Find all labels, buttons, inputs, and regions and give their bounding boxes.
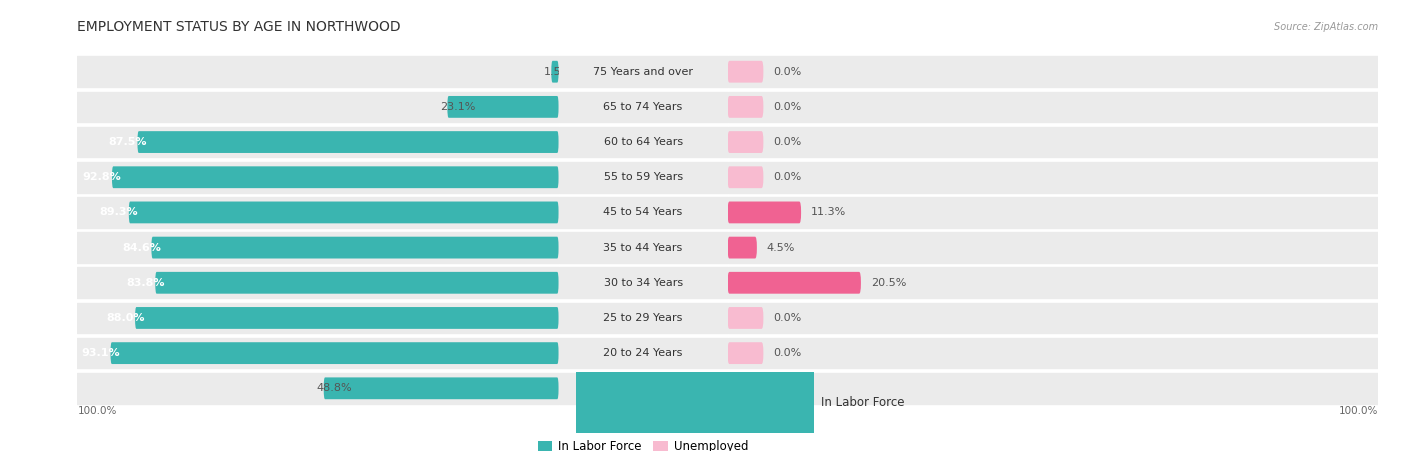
Text: 93.1%: 93.1%	[82, 348, 120, 358]
Bar	[77, 127, 558, 157]
Bar	[728, 267, 1378, 298]
Bar	[728, 197, 1378, 228]
Text: 35 to 44 Years: 35 to 44 Years	[603, 243, 683, 253]
FancyBboxPatch shape	[323, 377, 558, 399]
Bar	[728, 303, 1378, 333]
Text: 45 to 54 Years: 45 to 54 Years	[603, 207, 683, 217]
Bar	[728, 338, 1378, 368]
FancyBboxPatch shape	[728, 131, 763, 153]
Bar	[728, 56, 1378, 87]
Text: 16 to 19 Years: 16 to 19 Years	[603, 383, 683, 393]
Bar	[558, 127, 728, 157]
FancyBboxPatch shape	[138, 131, 558, 153]
FancyBboxPatch shape	[728, 166, 763, 188]
Bar	[728, 162, 1378, 193]
Bar	[77, 197, 558, 228]
FancyBboxPatch shape	[728, 342, 763, 364]
Bar	[728, 373, 1378, 404]
Bar	[77, 232, 558, 263]
Bar	[77, 56, 558, 87]
Bar	[558, 197, 728, 228]
Bar	[728, 232, 1378, 263]
FancyBboxPatch shape	[551, 61, 558, 83]
Text: 89.3%: 89.3%	[100, 207, 138, 217]
Bar	[558, 92, 728, 122]
Text: 4.5%: 4.5%	[766, 243, 794, 253]
Bar	[77, 92, 558, 122]
Text: 87.5%: 87.5%	[108, 137, 148, 147]
FancyBboxPatch shape	[447, 96, 558, 118]
Bar	[558, 303, 728, 333]
Text: 30 to 34 Years: 30 to 34 Years	[603, 278, 683, 288]
FancyBboxPatch shape	[728, 237, 756, 258]
Text: 83.8%: 83.8%	[127, 278, 165, 288]
Bar	[77, 373, 558, 404]
Bar	[77, 267, 558, 298]
FancyBboxPatch shape	[152, 237, 558, 258]
Bar	[77, 303, 558, 333]
Text: 0.0%: 0.0%	[773, 102, 801, 112]
Text: 25 to 29 Years: 25 to 29 Years	[603, 313, 683, 323]
FancyBboxPatch shape	[728, 272, 860, 294]
FancyBboxPatch shape	[728, 202, 801, 223]
Text: 65 to 74 Years: 65 to 74 Years	[603, 102, 683, 112]
Bar	[728, 92, 1378, 122]
Text: 60 to 64 Years: 60 to 64 Years	[603, 137, 683, 147]
Bar	[728, 127, 1378, 157]
Text: 20.5%: 20.5%	[870, 278, 905, 288]
Text: 48.8%: 48.8%	[316, 383, 352, 393]
Text: 20 to 24 Years: 20 to 24 Years	[603, 348, 683, 358]
Text: 23.1%: 23.1%	[440, 102, 475, 112]
Legend: In Labor Force, Unemployed: In Labor Force, Unemployed	[538, 440, 748, 451]
Bar	[558, 56, 728, 87]
Text: 0.0%: 0.0%	[773, 313, 801, 323]
Text: In Labor Force: In Labor Force	[821, 396, 904, 409]
Text: 100.0%: 100.0%	[1339, 406, 1378, 416]
Bar	[558, 162, 728, 193]
Text: 55 to 59 Years: 55 to 59 Years	[603, 172, 683, 182]
FancyBboxPatch shape	[112, 166, 558, 188]
Text: 100.0%: 100.0%	[77, 406, 117, 416]
FancyBboxPatch shape	[728, 377, 775, 399]
FancyBboxPatch shape	[135, 307, 558, 329]
FancyBboxPatch shape	[728, 307, 763, 329]
Bar	[77, 338, 558, 368]
Bar	[558, 338, 728, 368]
FancyBboxPatch shape	[111, 342, 558, 364]
Text: 0.0%: 0.0%	[773, 137, 801, 147]
Text: 75 Years and over: 75 Years and over	[593, 67, 693, 77]
Bar	[558, 267, 728, 298]
Text: 92.8%: 92.8%	[83, 172, 121, 182]
Text: 11.3%: 11.3%	[811, 207, 846, 217]
FancyBboxPatch shape	[155, 272, 558, 294]
Text: 0.0%: 0.0%	[773, 67, 801, 77]
Bar	[558, 373, 728, 404]
Text: EMPLOYMENT STATUS BY AGE IN NORTHWOOD: EMPLOYMENT STATUS BY AGE IN NORTHWOOD	[77, 20, 401, 34]
FancyBboxPatch shape	[728, 96, 763, 118]
Bar	[558, 232, 728, 263]
Text: 1.5%: 1.5%	[544, 67, 572, 77]
Text: 7.3%: 7.3%	[785, 383, 813, 393]
Text: 0.0%: 0.0%	[773, 172, 801, 182]
FancyBboxPatch shape	[129, 202, 558, 223]
FancyBboxPatch shape	[728, 61, 763, 83]
Text: Source: ZipAtlas.com: Source: ZipAtlas.com	[1274, 22, 1378, 32]
Text: 88.0%: 88.0%	[107, 313, 145, 323]
Bar	[77, 162, 558, 193]
Text: 84.6%: 84.6%	[122, 243, 162, 253]
Text: 0.0%: 0.0%	[773, 348, 801, 358]
